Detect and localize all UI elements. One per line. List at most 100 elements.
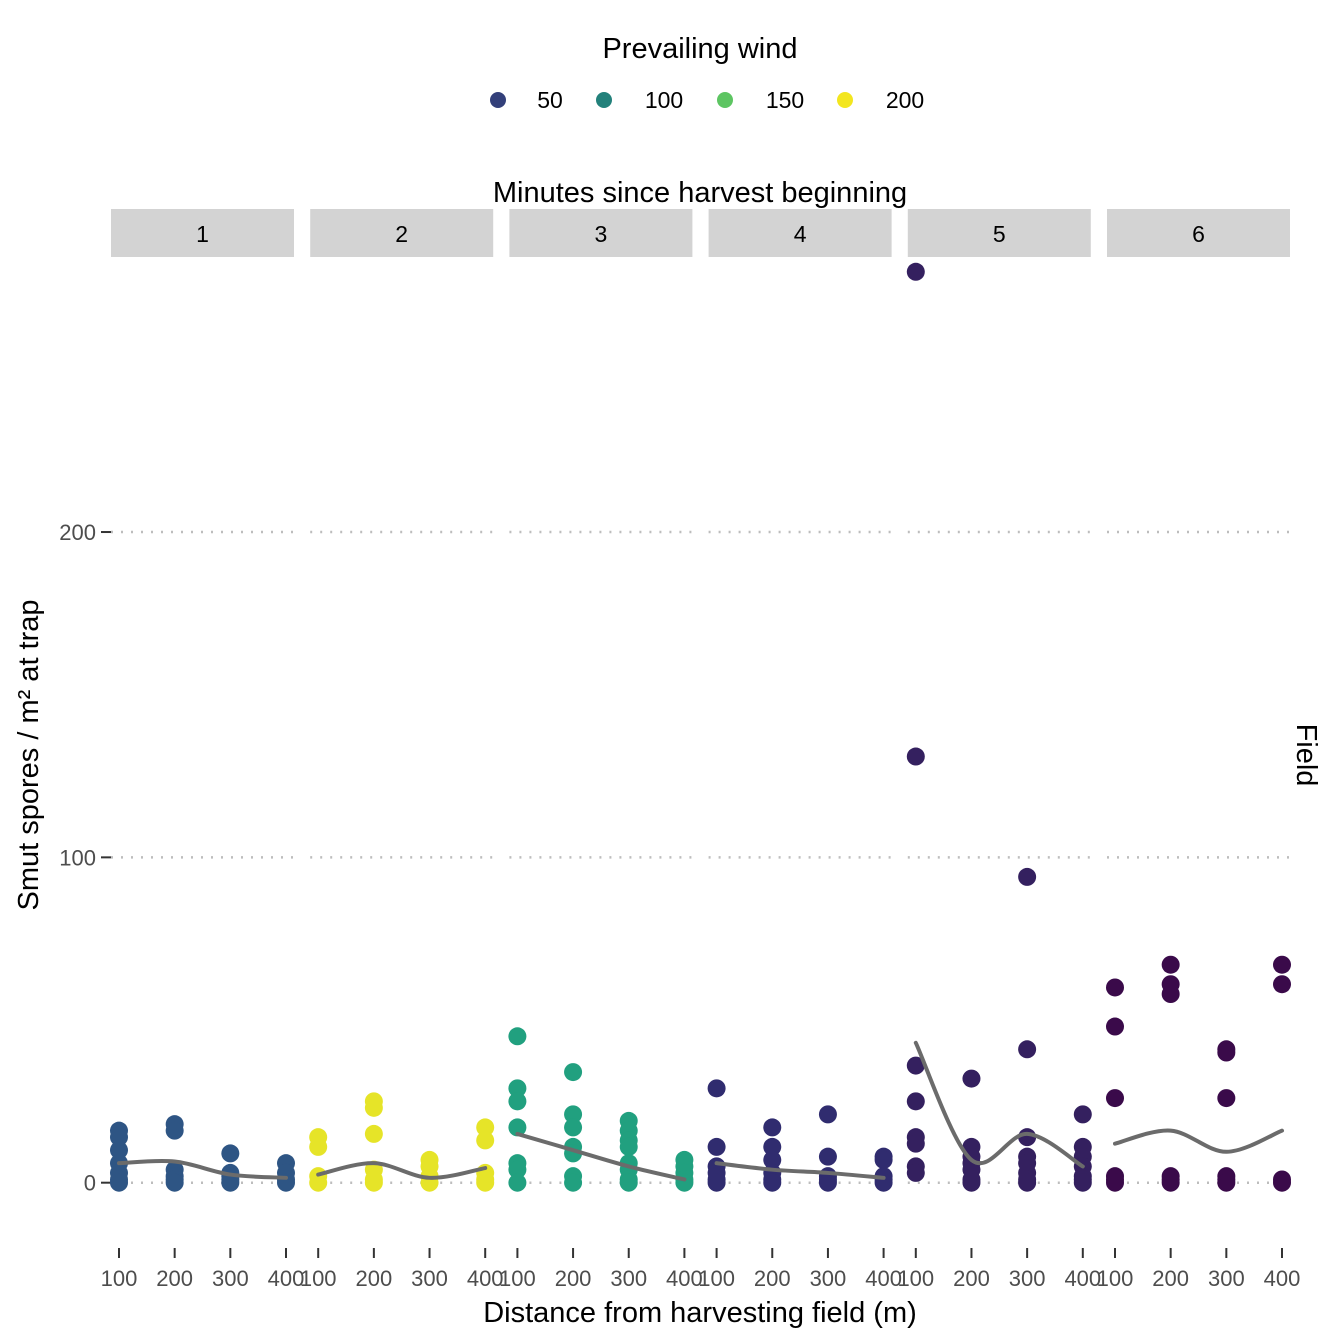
- x-tick-label: 100: [300, 1266, 337, 1291]
- smooth-line: [913, 1040, 1085, 1169]
- data-point: [110, 1173, 128, 1192]
- legend-label-100: 100: [645, 87, 683, 113]
- data-point: [1273, 1173, 1291, 1192]
- x-tick-label: 200: [356, 1266, 393, 1291]
- facet-strip: [111, 209, 294, 257]
- data-point: [707, 1173, 726, 1192]
- data-point: [564, 1105, 583, 1124]
- smooth-line: [1113, 1128, 1284, 1154]
- x-tick-label: 100: [101, 1266, 138, 1291]
- x-tick-label: 200: [156, 1266, 193, 1291]
- x-tick-label: 100: [1097, 1266, 1134, 1291]
- data-point: [874, 1150, 893, 1169]
- data-point: [165, 1121, 184, 1140]
- data-point: [1106, 978, 1124, 997]
- x-axis-label: Distance from harvesting field (m): [483, 1297, 917, 1329]
- data-point: [906, 747, 925, 766]
- facet-strip-label: 2: [395, 221, 408, 247]
- facet-strip-label: 5: [993, 221, 1006, 247]
- smooth-line: [117, 1158, 288, 1180]
- x-tick-label: 400: [666, 1266, 703, 1291]
- smooth-line: [316, 1161, 488, 1180]
- x-tick-label: 300: [1208, 1266, 1245, 1291]
- data-point: [619, 1173, 638, 1192]
- x-tick-label: 100: [698, 1266, 735, 1291]
- data-point: [1106, 1173, 1124, 1192]
- x-tick-label: 200: [555, 1266, 592, 1291]
- smooth-line: [515, 1131, 687, 1182]
- data-point: [707, 1079, 726, 1098]
- data-point: [564, 1173, 583, 1192]
- data-point: [364, 1173, 383, 1192]
- facet-strip: [509, 209, 693, 257]
- data-point: [1217, 1043, 1236, 1062]
- facet-strip-label: 6: [1192, 221, 1205, 247]
- legend: Prevailing wind 50 100 150 200: [490, 33, 924, 113]
- legend-key-100: [596, 92, 612, 108]
- data-point: [564, 1063, 583, 1082]
- x-tick-label: 400: [865, 1266, 902, 1291]
- x-tick-label: 300: [810, 1266, 847, 1291]
- facet-title: Minutes since harvest beginning: [493, 177, 907, 209]
- data-point: [1106, 1089, 1124, 1108]
- data-point: [165, 1173, 184, 1192]
- legend-entries: 50 100 150 200: [490, 87, 924, 113]
- data-point: [906, 1092, 925, 1111]
- data-point: [1018, 1040, 1037, 1059]
- data-point: [1073, 1173, 1092, 1192]
- x-tick-label: 400: [1064, 1266, 1101, 1291]
- data-point: [110, 1128, 128, 1147]
- data-point: [763, 1137, 782, 1156]
- data-point: [364, 1124, 383, 1143]
- y-axis-label: Smut spores / m² at trap: [13, 599, 45, 910]
- data-point: [1161, 955, 1180, 974]
- data-point: [564, 1118, 583, 1137]
- data-point: [508, 1173, 527, 1192]
- facet-panel-5: 5 100 200 300 400: [897, 209, 1101, 1291]
- legend-key-150: [717, 92, 733, 108]
- data-point: [476, 1173, 495, 1192]
- data-point: [364, 1098, 383, 1117]
- data-point: [763, 1118, 782, 1137]
- facet-panel-2: 2 100 200 300 400: [300, 209, 504, 1291]
- x-tick-label: 300: [610, 1266, 647, 1291]
- data-point: [1217, 1173, 1236, 1192]
- data-point: [508, 1092, 527, 1111]
- data-point: [221, 1144, 240, 1163]
- y-axis: 0 100 200: [59, 520, 111, 1196]
- data-point: [707, 1137, 726, 1156]
- x-tick-label: 100: [499, 1266, 536, 1291]
- data-point: [763, 1173, 782, 1192]
- facet-panel-4: 4 100 200 300 400: [698, 209, 902, 1291]
- legend-label-150: 150: [766, 87, 804, 113]
- data-point: [962, 1069, 981, 1088]
- x-tick-label: 400: [268, 1266, 305, 1291]
- y-tick-label: 200: [59, 520, 96, 545]
- x-tick-label: 100: [897, 1266, 934, 1291]
- data-point: [906, 1056, 925, 1075]
- data-point: [508, 1118, 527, 1137]
- legend-label-200: 200: [886, 87, 924, 113]
- facet-strip: [907, 209, 1091, 257]
- x-tick-label: 200: [754, 1266, 791, 1291]
- facet-strip: [310, 209, 494, 257]
- data-point: [110, 1141, 128, 1160]
- facet-strip-label: 1: [196, 221, 209, 247]
- data-point: [962, 1173, 981, 1192]
- facet-panel-3: 3 100 200 300 400: [499, 209, 703, 1291]
- data-point: [1161, 985, 1180, 1003]
- facet-panel-1: 1 100 200 300 400: [101, 209, 305, 1291]
- data-point: [309, 1137, 328, 1156]
- data-point: [476, 1131, 495, 1150]
- data-point: [1273, 955, 1291, 974]
- data-point: [1273, 975, 1291, 994]
- data-point: [1217, 1089, 1236, 1108]
- data-point: [1073, 1105, 1092, 1124]
- facet-strip-label: 4: [794, 221, 807, 247]
- legend-label-50: 50: [537, 87, 563, 113]
- facet-panel-6: 6 100 200 300 400: [1097, 209, 1300, 1291]
- legend-key-200: [837, 92, 853, 108]
- data-point: [476, 1118, 495, 1137]
